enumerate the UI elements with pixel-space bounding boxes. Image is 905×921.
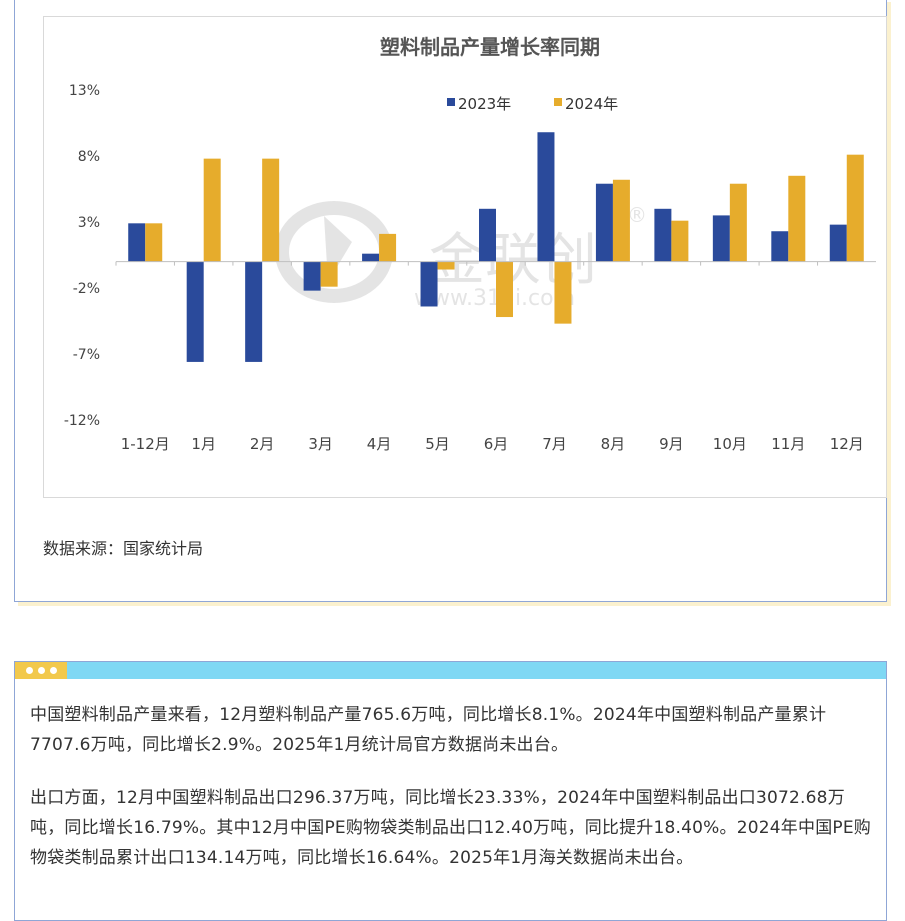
x-tick-label: 6月 [484,435,509,453]
legend-swatch-2023 [447,98,455,106]
bar-2023 [420,261,438,307]
bar-2023 [186,261,204,362]
data-source-note: 数据来源：国家统计局 [43,539,204,558]
bar-2024 [846,154,864,262]
x-tick-label: 2月 [250,435,275,453]
y-tick-label: 3% [78,215,100,231]
paragraph-production: 中国塑料制品产量来看，12月塑料制品产量765.6万吨，同比增长8.1%。202… [30,705,827,755]
bar-2024 [145,223,163,262]
legend-label: 2023年 [458,95,511,113]
bar-2024 [437,261,455,270]
y-tick-label: -7% [73,347,100,363]
x-tick-label: 5月 [425,435,450,453]
x-tick-label: 3月 [308,435,333,453]
watermark-mark: ® [627,203,647,227]
bar-chart: 金联创 ® www.315i.com 塑料制品产量增长率同期 2023年 2024… [64,35,876,453]
bar-2024 [496,261,513,318]
bar-2024 [203,158,221,262]
x-tick-label: 9月 [659,435,684,453]
y-tick-label: 13% [69,83,100,99]
chart-frame: 金联创 ® www.315i.com 塑料制品产量增长率同期 2023年 2024… [43,16,887,498]
card-header-bar [15,662,886,679]
chart-card: 金联创 ® www.315i.com 塑料制品产量增长率同期 2023年 2024… [14,0,887,602]
y-tick-label: -12% [64,413,100,429]
text-card: 中国塑料制品产量来看，12月塑料制品产量765.6万吨，同比增长8.1%。202… [14,661,887,921]
bar-2024 [320,261,338,287]
bar-2024 [612,179,630,262]
x-tick-label: 4月 [367,435,392,453]
bar-2024 [671,220,689,262]
chart-legend: 2023年 2024年 [447,95,618,113]
x-tick-label: 10月 [713,435,747,453]
bars [128,132,864,362]
dot [25,667,33,674]
x-tick-label: 7月 [542,435,567,453]
watermark-url: www.315i.com [414,286,575,311]
bar-2024 [729,183,747,262]
bar-2024 [788,175,806,262]
bar-2024 [554,261,572,324]
paragraph-export: 出口方面，12月中国塑料制品出口296.37万吨，同比增长23.33%，2024… [30,788,871,868]
bar-2023 [537,132,555,262]
bar-2023 [303,261,321,291]
bar-2023 [245,261,263,362]
x-tick-label: 1-12月 [121,435,170,453]
bar-2023 [829,224,847,262]
bar-2023 [771,231,789,262]
y-axis: 13% 8% 3% -2% -7% -12% [64,83,100,429]
y-tick-label: -2% [73,281,100,297]
bar-2023 [712,215,730,262]
three-dots-icon [15,662,67,679]
x-tick-label: 8月 [601,435,626,453]
bar-2023 [128,223,146,262]
x-tick-label: 11月 [771,435,805,453]
dot [37,667,45,674]
x-tick-label: 12月 [830,435,864,453]
y-tick-label: 8% [78,149,100,165]
x-axis: 1-12月 1月 2月 3月 4月 5月 6月 7月 8月 9月 10月 11月 12月 [115,261,876,453]
bar-2024 [262,158,280,262]
bar-2024 [379,233,397,262]
bar-2023 [479,208,496,262]
legend-swatch-2024 [554,98,562,106]
watermark: 金联创 ® www.315i.com [275,201,647,311]
legend-label: 2024年 [565,95,618,113]
bar-2023 [654,208,672,262]
x-tick-label: 1月 [191,435,216,453]
bar-2023 [595,183,613,262]
chart-title: 塑料制品产量增长率同期 [380,35,600,59]
bar-2023 [362,253,380,262]
dot [49,667,57,674]
